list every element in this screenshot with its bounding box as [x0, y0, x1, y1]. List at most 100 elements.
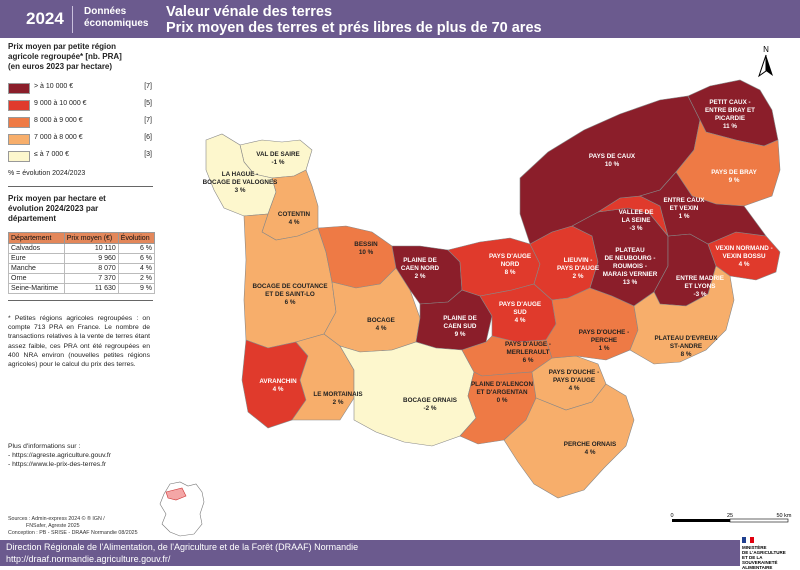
scale-bar: 0 25 50 km	[668, 510, 794, 526]
label-bocage-de-coutance: BOCAGE DE COUTANCE ET DE SAINT-LO 6 %	[252, 283, 327, 306]
label-pays-dauge-merlerault: PAYS D'AUGE -MERLERAULT 6 %	[505, 341, 551, 364]
label-plaine-de-caen-sud: PLAINE DE CAEN SUD 9 %	[443, 315, 477, 338]
legend-swatch	[8, 134, 30, 145]
doc-type-line1: Données	[84, 6, 127, 17]
label-entre-madrie-et-lyons: ENTRE MADRIE ET LYONS -3 %	[676, 275, 724, 298]
table-cell: Seine-Maritime	[8, 283, 65, 294]
divider	[8, 186, 153, 187]
region-plateau-devreux	[629, 265, 735, 365]
scale-tick: 50 km	[777, 513, 792, 519]
more-info-title: Plus d'informations sur :	[8, 443, 81, 450]
label-vexin-normand: VEXIN NORMAND -VEXIN BOSSU 4 %	[715, 245, 772, 268]
table-title: Prix moyen par hectare et évolution 2024…	[8, 194, 156, 224]
label-pays-douche-perche: PAYS D'OUCHE -PERCHE 1 %	[579, 329, 629, 352]
footer-organization: Direction Régionale de l'Alimentation, d…	[6, 542, 359, 552]
locator-map	[159, 481, 205, 537]
table-row: Orne 7 370 2 %	[8, 273, 156, 284]
label-perche-ornais: PERCHE ORNAIS 4 %	[564, 441, 616, 456]
label-pays-douche-pays-dauge: PAYS D'OUCHE -PAYS D'AUGE 4 %	[549, 369, 599, 392]
sources-line2: FNSafer, Agreste 2025	[26, 523, 80, 529]
north-label: N	[763, 45, 769, 54]
region-perche-ornais	[503, 383, 635, 499]
legend-count: [5]	[144, 100, 152, 107]
department-table: Département Prix moyen (€) Évolution Cal…	[8, 232, 156, 294]
legend-count: [7]	[144, 117, 152, 124]
ministry-line2: DE L'AGRICULTURE	[742, 550, 786, 555]
label-lieuvin: LIEUVIN -PAYS D'AUGE 2 %	[557, 257, 599, 280]
table-cell: 7 370	[63, 273, 119, 284]
link-agreste[interactable]: - https://agreste.agriculture.gouv.fr	[8, 452, 112, 459]
column-header: Prix moyen (€)	[63, 232, 119, 244]
ministry-line3: ET DE LA SOUVERAINETÉ	[742, 555, 778, 565]
label-petit-caux: PETIT CAUX -ENTRE BRAY ET PICARDIE 11 %	[705, 99, 755, 130]
label-cotentin: COTENTIN 4 %	[278, 211, 311, 226]
legend-title-line3: (en euros 2023 par hectare)	[8, 62, 113, 71]
doc-type-line2: économiques	[84, 18, 149, 29]
table-cell: 11 630	[63, 283, 119, 294]
page-subtitle: Prix moyen des terres et prés libres de …	[166, 20, 542, 36]
column-header: Département	[8, 232, 65, 244]
legend-note: % = évolution 2024/2023	[8, 170, 86, 177]
page-title: Valeur vénale des terres	[166, 4, 333, 20]
label-plaine-dalencon: PLAINE D'ALENCON ET D'ARGENTAN 0 %	[471, 381, 533, 404]
scale-graphic: 0 25 50 km	[670, 513, 792, 523]
table-row: Seine-Maritime 11 630 9 %	[8, 283, 156, 294]
table-header-row: Département Prix moyen (€) Évolution	[8, 232, 156, 244]
label-plateau-de-neubourg: PLATEAU DE NEUBOURG -ROUMOIS -MARAIS VERN…	[603, 247, 658, 286]
table-cell: Calvados	[8, 243, 65, 254]
legend-label: 9 000 à 10 000 €	[34, 100, 87, 107]
label-vallee-de-la-seine: VALLEE DE LA SEINE -3 %	[619, 209, 654, 232]
label-entre-caux-et-vexin: ENTRE CAUX ET VEXIN 1 %	[664, 197, 706, 220]
table-cell: 8 070	[63, 263, 119, 274]
label-bessin: BESSIN 10 %	[354, 241, 378, 256]
label-pays-de-caux: PAYS DE CAUX 10 %	[589, 153, 636, 168]
legend-item: 8 000 à 9 000 € [7]	[8, 116, 156, 128]
label-bocage: BOCAGE 4 %	[367, 317, 395, 332]
sources: Sources : Admin-express 2024 © ® IGN / F…	[8, 516, 158, 537]
year-label: 2024	[26, 9, 64, 28]
header-separator	[72, 6, 73, 33]
more-info: Plus d'informations sur : - https://agre…	[8, 442, 158, 469]
legend-item: 7 000 à 8 000 € [6]	[8, 133, 156, 145]
footer-bar: Direction Régionale de l'Alimentation, d…	[0, 540, 800, 566]
legend-item: > à 10 000 € [7]	[8, 82, 156, 94]
label-la-hague: LA HAGUE -BOCAGE DE VALOGNES 3 %	[203, 171, 278, 194]
legend-item: 9 000 à 10 000 € [5]	[8, 99, 156, 111]
label-plaine-de-caen-nord: PLAINE DE CAEN NORD 2 %	[401, 257, 440, 280]
legend-title-line2: agricole regroupée* [nb. PRA]	[8, 52, 122, 61]
sources-line3: Conception : PB - SRISE - DRAAF Normandi…	[8, 530, 138, 536]
footnote: * Petites régions agricoles regroupées :…	[8, 315, 150, 369]
scale-tick: 25	[727, 513, 733, 519]
label-pays-de-bray: PAYS DE BRAY 9 %	[711, 169, 757, 184]
link-prix-des-terres[interactable]: - https://www.le-prix-des-terres.fr	[8, 461, 107, 468]
legend-count: [6]	[144, 134, 152, 141]
legend-title: Prix moyen par petite région agricole re…	[8, 42, 156, 72]
table-row: Eure 9 960 6 %	[8, 253, 156, 264]
label-plateau-devreux: PLATEAU D'EVREUX ST-ANDRE 8 %	[655, 335, 719, 358]
header-bar: 2024 Données économiques Valeur vénale d…	[0, 0, 800, 38]
footer-website-link[interactable]: http://draaf.normandie.agriculture.gouv.…	[6, 554, 171, 564]
legend-count: [3]	[144, 151, 152, 158]
legend-label: 8 000 à 9 000 €	[34, 117, 83, 124]
legend-label: ≤ à 7 000 €	[34, 151, 69, 158]
north-arrow-icon: N	[758, 45, 773, 78]
ministry-logo: MINISTÈRE DE L'AGRICULTURE ET DE LA SOUV…	[740, 536, 800, 570]
legend-swatch	[8, 151, 30, 162]
table-cell: 10 110	[63, 243, 119, 254]
legend-label: 7 000 à 8 000 €	[34, 134, 83, 141]
ministry-name: MINISTÈRE DE L'AGRICULTURE ET DE LA SOUV…	[742, 545, 798, 570]
legend-title-line1: Prix moyen par petite région	[8, 42, 117, 51]
ministry-line1: MINISTÈRE	[742, 545, 767, 550]
table-cell: Orne	[8, 273, 65, 284]
divider	[8, 300, 153, 301]
table-cell: 9 960	[63, 253, 119, 264]
scale-tick: 0	[670, 513, 673, 519]
table-cell: Eure	[8, 253, 65, 264]
sources-line1: Sources : Admin-express 2024 © ® IGN /	[8, 516, 105, 522]
normandy-map: VAL DE SAIRE -1 % LA HAGUE -BOCAGE DE VAL…	[203, 79, 781, 499]
map-labels: VAL DE SAIRE -1 % LA HAGUE -BOCAGE DE VAL…	[203, 99, 773, 456]
title-block: Valeur vénale des terres Prix moyen des …	[166, 4, 542, 36]
label-val-de-saire: VAL DE SAIRE -1 %	[256, 151, 300, 166]
legend-item: ≤ à 7 000 € [3]	[8, 150, 156, 162]
table-title-line3: département	[8, 214, 57, 223]
